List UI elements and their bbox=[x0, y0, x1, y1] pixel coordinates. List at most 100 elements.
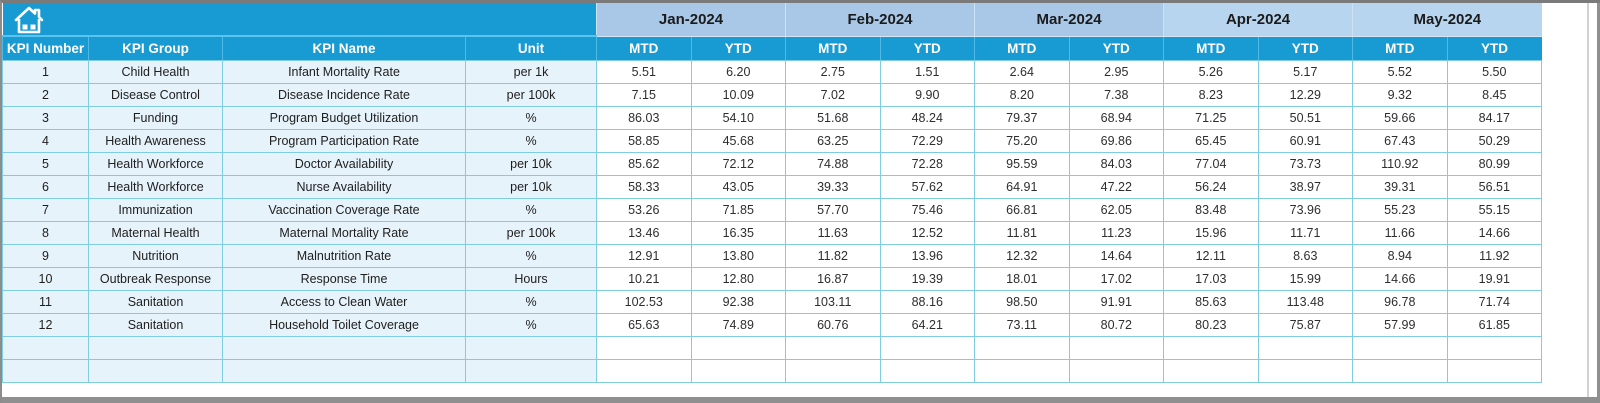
empty-value-cell[interactable] bbox=[785, 358, 881, 383]
empty-left-cell[interactable] bbox=[2, 358, 89, 383]
month-header-apr-2024[interactable]: Apr-2024 bbox=[1163, 3, 1353, 37]
value-cell[interactable]: 6.20 bbox=[690, 59, 786, 84]
unit-cell[interactable]: per 10k bbox=[465, 151, 597, 176]
value-cell[interactable]: 18.01 bbox=[974, 266, 1070, 291]
empty-value-cell[interactable] bbox=[879, 358, 976, 383]
empty-left-cell[interactable] bbox=[88, 335, 223, 360]
unit-cell[interactable]: % bbox=[465, 105, 597, 130]
value-cell[interactable]: 71.85 bbox=[690, 197, 786, 222]
empty-left-cell[interactable] bbox=[465, 358, 597, 383]
kpi-group-cell[interactable]: Immunization bbox=[88, 197, 223, 222]
empty-value-cell[interactable] bbox=[1068, 358, 1165, 383]
empty-value-cell[interactable] bbox=[974, 358, 1070, 383]
value-cell[interactable]: 80.23 bbox=[1163, 312, 1259, 337]
empty-value-cell[interactable] bbox=[1257, 335, 1354, 360]
kpi-number-cell[interactable]: 3 bbox=[2, 105, 89, 130]
subheader-ytd-may-2024[interactable]: YTD bbox=[1446, 36, 1542, 61]
subheader-ytd-mar-2024[interactable]: YTD bbox=[1068, 36, 1164, 61]
value-cell[interactable]: 8.63 bbox=[1257, 243, 1354, 268]
value-cell[interactable]: 17.02 bbox=[1068, 266, 1165, 291]
empty-value-cell[interactable] bbox=[1068, 335, 1165, 360]
empty-left-cell[interactable] bbox=[2, 335, 89, 360]
value-cell[interactable]: 12.91 bbox=[596, 243, 692, 268]
kpi-name-cell[interactable]: Malnutrition Rate bbox=[222, 243, 466, 268]
value-cell[interactable]: 14.66 bbox=[1352, 266, 1448, 291]
col-header-kpi-group[interactable]: KPI Group bbox=[88, 36, 223, 61]
value-cell[interactable]: 51.68 bbox=[785, 105, 881, 130]
col-header-kpi-number[interactable]: KPI Number bbox=[2, 36, 89, 61]
value-cell[interactable]: 8.45 bbox=[1446, 82, 1543, 107]
value-cell[interactable]: 14.66 bbox=[1446, 220, 1543, 245]
value-cell[interactable]: 71.25 bbox=[1163, 105, 1259, 130]
empty-value-cell[interactable] bbox=[785, 335, 881, 360]
value-cell[interactable]: 73.73 bbox=[1257, 151, 1354, 176]
value-cell[interactable]: 95.59 bbox=[974, 151, 1070, 176]
value-cell[interactable]: 11.81 bbox=[974, 220, 1070, 245]
value-cell[interactable]: 5.50 bbox=[1446, 59, 1543, 84]
kpi-name-cell[interactable]: Nurse Availability bbox=[222, 174, 466, 199]
value-cell[interactable]: 71.74 bbox=[1446, 289, 1543, 314]
value-cell[interactable]: 39.33 bbox=[785, 174, 881, 199]
kpi-number-cell[interactable]: 12 bbox=[2, 312, 89, 337]
empty-left-cell[interactable] bbox=[88, 358, 223, 383]
value-cell[interactable]: 45.68 bbox=[690, 128, 786, 153]
kpi-name-cell[interactable]: Program Budget Utilization bbox=[222, 105, 466, 130]
kpi-group-cell[interactable]: Nutrition bbox=[88, 243, 223, 268]
value-cell[interactable]: 77.04 bbox=[1163, 151, 1259, 176]
value-cell[interactable]: 56.51 bbox=[1446, 174, 1543, 199]
value-cell[interactable]: 12.29 bbox=[1257, 82, 1354, 107]
subheader-ytd-jan-2024[interactable]: YTD bbox=[690, 36, 786, 61]
value-cell[interactable]: 48.24 bbox=[879, 105, 976, 130]
empty-value-cell[interactable] bbox=[1352, 358, 1448, 383]
unit-cell[interactable]: % bbox=[465, 197, 597, 222]
month-header-mar-2024[interactable]: Mar-2024 bbox=[974, 3, 1164, 37]
empty-value-cell[interactable] bbox=[690, 358, 786, 383]
empty-value-cell[interactable] bbox=[690, 335, 786, 360]
kpi-name-cell[interactable]: Doctor Availability bbox=[222, 151, 466, 176]
empty-left-cell[interactable] bbox=[222, 335, 466, 360]
kpi-group-cell[interactable]: Health Workforce bbox=[88, 174, 223, 199]
kpi-group-cell[interactable]: Child Health bbox=[88, 59, 223, 84]
value-cell[interactable]: 11.92 bbox=[1446, 243, 1543, 268]
value-cell[interactable]: 60.76 bbox=[785, 312, 881, 337]
unit-cell[interactable]: Hours bbox=[465, 266, 597, 291]
unit-cell[interactable]: % bbox=[465, 243, 597, 268]
value-cell[interactable]: 12.52 bbox=[879, 220, 976, 245]
value-cell[interactable]: 11.63 bbox=[785, 220, 881, 245]
value-cell[interactable]: 5.51 bbox=[596, 59, 692, 84]
col-header-kpi-name[interactable]: KPI Name bbox=[222, 36, 466, 61]
value-cell[interactable]: 56.24 bbox=[1163, 174, 1259, 199]
unit-cell[interactable]: per 100k bbox=[465, 220, 597, 245]
value-cell[interactable]: 2.64 bbox=[974, 59, 1070, 84]
value-cell[interactable]: 2.95 bbox=[1068, 59, 1165, 84]
value-cell[interactable]: 11.23 bbox=[1068, 220, 1165, 245]
value-cell[interactable]: 9.32 bbox=[1352, 82, 1448, 107]
value-cell[interactable]: 75.20 bbox=[974, 128, 1070, 153]
unit-cell[interactable]: % bbox=[465, 312, 597, 337]
value-cell[interactable]: 67.43 bbox=[1352, 128, 1448, 153]
value-cell[interactable]: 38.97 bbox=[1257, 174, 1354, 199]
value-cell[interactable]: 66.81 bbox=[974, 197, 1070, 222]
value-cell[interactable]: 84.17 bbox=[1446, 105, 1543, 130]
value-cell[interactable]: 5.17 bbox=[1257, 59, 1354, 84]
kpi-number-cell[interactable]: 9 bbox=[2, 243, 89, 268]
value-cell[interactable]: 47.22 bbox=[1068, 174, 1165, 199]
value-cell[interactable]: 12.11 bbox=[1163, 243, 1259, 268]
value-cell[interactable]: 80.72 bbox=[1068, 312, 1165, 337]
kpi-name-cell[interactable]: Household Toilet Coverage bbox=[222, 312, 466, 337]
value-cell[interactable]: 113.48 bbox=[1257, 289, 1354, 314]
value-cell[interactable]: 65.63 bbox=[596, 312, 692, 337]
kpi-name-cell[interactable]: Infant Mortality Rate bbox=[222, 59, 466, 84]
empty-value-cell[interactable] bbox=[1446, 358, 1543, 383]
value-cell[interactable]: 65.45 bbox=[1163, 128, 1259, 153]
value-cell[interactable]: 15.99 bbox=[1257, 266, 1354, 291]
kpi-number-cell[interactable]: 4 bbox=[2, 128, 89, 153]
subheader-ytd-apr-2024[interactable]: YTD bbox=[1257, 36, 1353, 61]
value-cell[interactable]: 61.85 bbox=[1446, 312, 1543, 337]
value-cell[interactable]: 39.31 bbox=[1352, 174, 1448, 199]
value-cell[interactable]: 98.50 bbox=[974, 289, 1070, 314]
value-cell[interactable]: 13.46 bbox=[596, 220, 692, 245]
kpi-group-cell[interactable]: Health Workforce bbox=[88, 151, 223, 176]
value-cell[interactable]: 19.91 bbox=[1446, 266, 1543, 291]
value-cell[interactable]: 1.51 bbox=[879, 59, 976, 84]
